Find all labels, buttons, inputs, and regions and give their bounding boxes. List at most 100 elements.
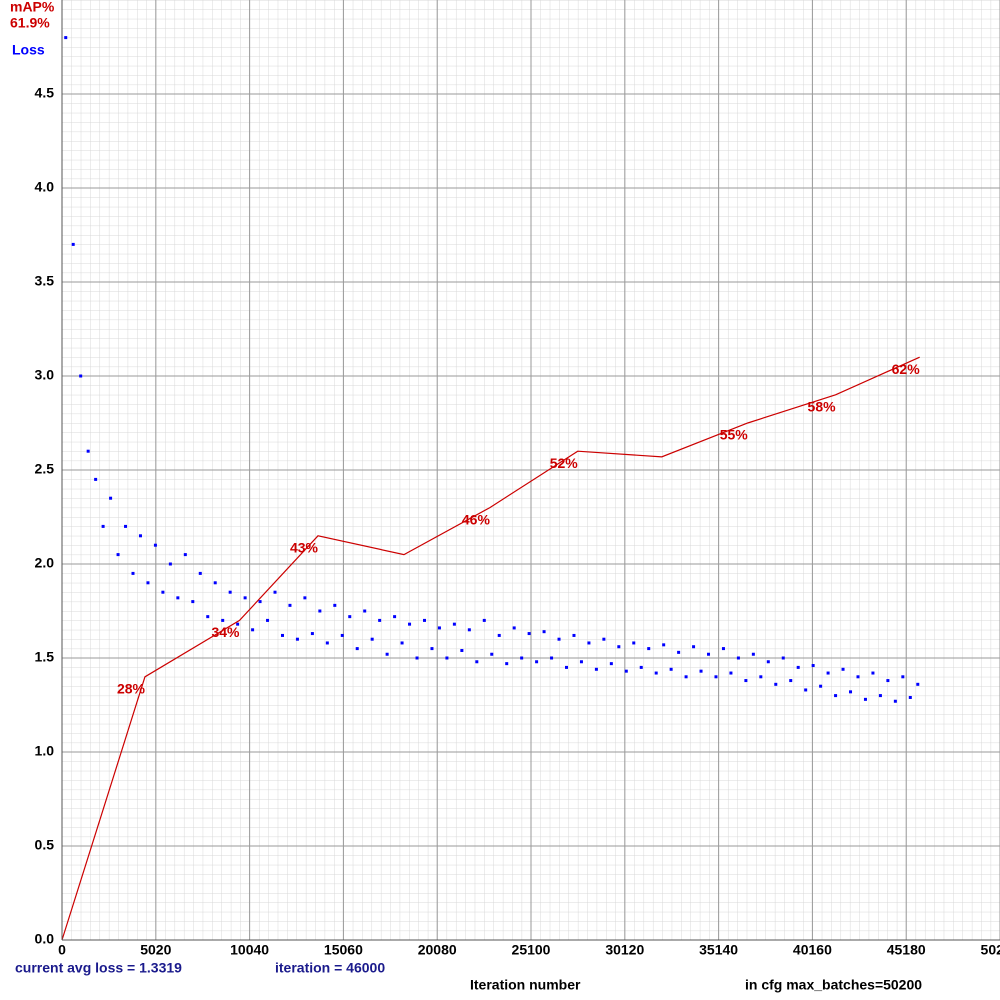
loss-point — [572, 633, 576, 637]
x-tick-label: 10040 — [230, 942, 269, 958]
y-tick-label: 3.0 — [35, 367, 55, 383]
loss-point — [266, 618, 270, 622]
x-tick-label: 35140 — [699, 942, 738, 958]
loss-point — [138, 534, 142, 538]
loss-point — [325, 641, 329, 645]
map-label: 34% — [211, 624, 240, 640]
loss-point — [759, 675, 763, 679]
loss-point — [146, 581, 150, 585]
loss-point — [109, 496, 113, 500]
loss-point — [71, 242, 75, 246]
loss-point — [490, 652, 494, 656]
loss-point — [497, 633, 501, 637]
grid-layer — [61, 0, 1000, 941]
loss-point — [834, 694, 838, 698]
loss-point — [565, 665, 569, 669]
loss-point — [886, 679, 890, 683]
loss-point — [310, 632, 314, 636]
loss-legend: Loss — [12, 42, 45, 58]
loss-point — [348, 615, 352, 619]
loss-point — [811, 664, 815, 668]
x-tick-label: 40160 — [793, 942, 832, 958]
loss-point — [841, 667, 845, 671]
loss-point — [692, 645, 696, 649]
loss-point — [400, 641, 404, 645]
loss-point — [94, 477, 98, 481]
loss-point — [288, 603, 292, 607]
map-label: 52% — [550, 455, 579, 471]
loss-point — [236, 622, 240, 626]
marks-layer: 28% 34% 43% 46% 52% 55% 58% 62% — [61, 36, 921, 941]
loss-point — [183, 553, 187, 557]
loss-point — [221, 618, 225, 622]
loss-point — [535, 660, 539, 664]
y-tick-label: 2.0 — [35, 555, 55, 571]
x-tick-label: 45180 — [887, 942, 926, 958]
loss-point — [542, 630, 546, 634]
loss-point — [333, 603, 337, 607]
loss-point — [258, 600, 262, 604]
loss-point — [557, 637, 561, 641]
loss-point — [191, 600, 195, 604]
loss-point — [893, 699, 897, 703]
loss-point — [467, 628, 471, 632]
loss-point — [295, 637, 299, 641]
loss-point — [168, 562, 172, 566]
y-tick-label: 4.0 — [35, 179, 55, 195]
loss-point — [766, 660, 770, 664]
iteration: iteration = 46000 — [275, 960, 385, 976]
map-label: 58% — [808, 399, 837, 415]
loss-point — [101, 524, 105, 528]
loss-point — [849, 690, 853, 694]
loss-point — [273, 590, 277, 594]
x-tick-label: 0 — [58, 942, 66, 958]
loss-point — [789, 679, 793, 683]
loss-point — [602, 637, 606, 641]
loss-point — [669, 667, 673, 671]
loss-point — [124, 524, 128, 528]
y-tick-label: 3.5 — [35, 273, 55, 289]
y-tick-label: 4.5 — [35, 85, 55, 101]
loss-point — [206, 615, 210, 619]
current-map: 61.9% — [10, 15, 50, 31]
x-tick-label: 25100 — [512, 942, 551, 958]
loss-point — [520, 656, 524, 660]
loss-point — [415, 656, 419, 660]
y-tick-label: 1.0 — [35, 743, 55, 759]
map-label: 46% — [462, 511, 491, 527]
y-tick-label: 0.0 — [35, 931, 55, 947]
loss-point — [153, 543, 157, 547]
loss-point — [198, 571, 202, 575]
map-label: 62% — [892, 361, 921, 377]
loss-point — [871, 671, 875, 675]
loss-point — [677, 650, 681, 654]
loss-point — [251, 628, 255, 632]
loss-point — [751, 652, 755, 656]
loss-point — [437, 626, 441, 630]
loss-point — [594, 667, 598, 671]
map-label: 43% — [290, 540, 319, 556]
y-tick-label: 1.5 — [35, 649, 55, 665]
loss-point — [378, 618, 382, 622]
loss-point — [86, 449, 90, 453]
loss-point — [781, 656, 785, 660]
x-axis-label: Iteration number — [470, 977, 581, 993]
loss-point — [878, 694, 882, 698]
loss-point — [662, 643, 666, 647]
loss-point — [826, 671, 830, 675]
loss-point — [475, 660, 479, 664]
loss-point — [908, 695, 912, 699]
loss-point — [452, 622, 456, 626]
loss-point — [505, 662, 509, 666]
loss-point — [647, 647, 651, 651]
loss-point — [587, 641, 591, 645]
loss-point — [804, 688, 808, 692]
max-batches: in cfg max_batches=50200 — [745, 977, 922, 993]
y-tick-label: 2.5 — [35, 461, 55, 477]
map-label: 55% — [720, 427, 749, 443]
loss-point — [228, 590, 232, 594]
loss-point — [774, 682, 778, 686]
x-tick-label: 5020 — [140, 942, 171, 958]
loss-point — [916, 682, 920, 686]
loss-point — [355, 647, 359, 651]
